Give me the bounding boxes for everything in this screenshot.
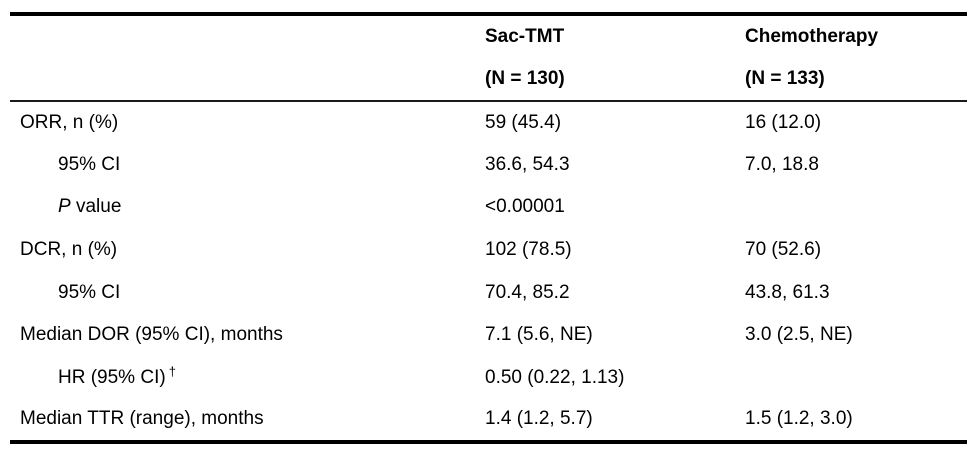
row-value-chemotherapy: 3.0 (2.5, NE) <box>745 324 853 346</box>
row-label-text: 95% CI <box>58 153 121 175</box>
row-label-text: 95% CI <box>58 281 121 303</box>
row-value-chemotherapy: 43.8, 61.3 <box>745 281 830 303</box>
table-row: ORR, n (%) 59 (45.4) 16 (12.0) <box>10 101 967 144</box>
row-value-chemotherapy <box>745 357 967 400</box>
table-row: DCR, n (%) 102 (78.5) 70 (52.6) <box>10 229 967 272</box>
row-label-text: Median TTR (range), months <box>20 408 264 430</box>
row-value-sac-tmt: 0.50 (0.22, 1.13) <box>485 366 625 388</box>
efficacy-table: Sac-TMT (N = 130) Chemotherapy (N = 133)… <box>10 12 967 444</box>
table-row: P value <0.00001 <box>10 186 967 229</box>
column-n: (N = 133) <box>745 68 825 89</box>
header-empty-cell <box>10 14 485 101</box>
row-value-chemotherapy: 70 (52.6) <box>745 239 822 261</box>
row-value-sac-tmt: 102 (78.5) <box>485 239 572 261</box>
header-row: Sac-TMT (N = 130) Chemotherapy (N = 133) <box>10 14 967 101</box>
row-value-sac-tmt: 7.1 (5.6, NE) <box>485 324 593 346</box>
table-row: HR (95% CI) † 0.50 (0.22, 1.13) <box>10 357 967 400</box>
row-label: ORR, n (%) <box>10 101 485 144</box>
results-table: Sac-TMT (N = 130) Chemotherapy (N = 133)… <box>10 12 967 444</box>
column-name: Sac-TMT <box>485 26 565 47</box>
table-row: 95% CI 36.6, 54.3 7.0, 18.8 <box>10 144 967 187</box>
table-row: Median DOR (95% CI), months 7.1 (5.6, NE)… <box>10 314 967 357</box>
row-label: DCR, n (%) <box>10 229 485 272</box>
row-value-sac-tmt: <0.00001 <box>485 196 565 218</box>
table-body: ORR, n (%) 59 (45.4) 16 (12.0) 95% CI 36.6, … <box>10 101 967 442</box>
row-label: HR (95% CI) † <box>10 357 485 400</box>
row-value-chemotherapy: 16 (12.0) <box>745 111 822 133</box>
dagger-superscript: † <box>168 363 176 379</box>
row-value-chemotherapy: 1.5 (1.2, 3.0) <box>745 408 853 430</box>
row-value-sac-tmt: 59 (45.4) <box>485 111 562 133</box>
row-label-text: Median DOR (95% CI), months <box>20 324 283 346</box>
row-label: Median TTR (range), months <box>10 399 485 442</box>
row-label: P value <box>10 186 485 229</box>
row-label: 95% CI <box>10 271 485 314</box>
row-label-text: DCR, n (%) <box>20 239 118 261</box>
table-row: 95% CI 70.4, 85.2 43.8, 61.3 <box>10 271 967 314</box>
row-label-part: P <box>58 196 71 218</box>
column-header-chemotherapy: Chemotherapy (N = 133) <box>745 14 967 101</box>
row-label: Median DOR (95% CI), months <box>10 314 485 357</box>
row-value-sac-tmt: 36.6, 54.3 <box>485 153 570 175</box>
row-label-part: value <box>70 196 122 218</box>
row-value-chemotherapy <box>745 186 967 229</box>
row-value-sac-tmt: 1.4 (1.2, 5.7) <box>485 408 593 430</box>
row-label-part: HR (95% CI) <box>58 366 166 388</box>
row-label: 95% CI <box>10 144 485 187</box>
column-header-sac-tmt: Sac-TMT (N = 130) <box>485 14 745 101</box>
column-name: Chemotherapy <box>745 26 879 47</box>
table-header: Sac-TMT (N = 130) Chemotherapy (N = 133) <box>10 14 967 101</box>
column-n: (N = 130) <box>485 68 565 89</box>
row-value-chemotherapy: 7.0, 18.8 <box>745 153 819 175</box>
row-value-sac-tmt: 70.4, 85.2 <box>485 281 570 303</box>
table-row: Median TTR (range), months 1.4 (1.2, 5.7)… <box>10 399 967 442</box>
row-label-text: ORR, n (%) <box>20 111 119 133</box>
